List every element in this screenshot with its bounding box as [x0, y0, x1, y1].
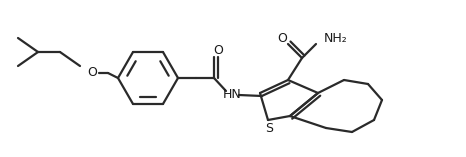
Text: O: O	[87, 67, 97, 79]
Text: S: S	[265, 122, 273, 135]
Text: O: O	[213, 44, 223, 57]
Text: O: O	[277, 32, 287, 44]
Text: NH₂: NH₂	[324, 32, 348, 44]
Text: HN: HN	[223, 89, 241, 101]
